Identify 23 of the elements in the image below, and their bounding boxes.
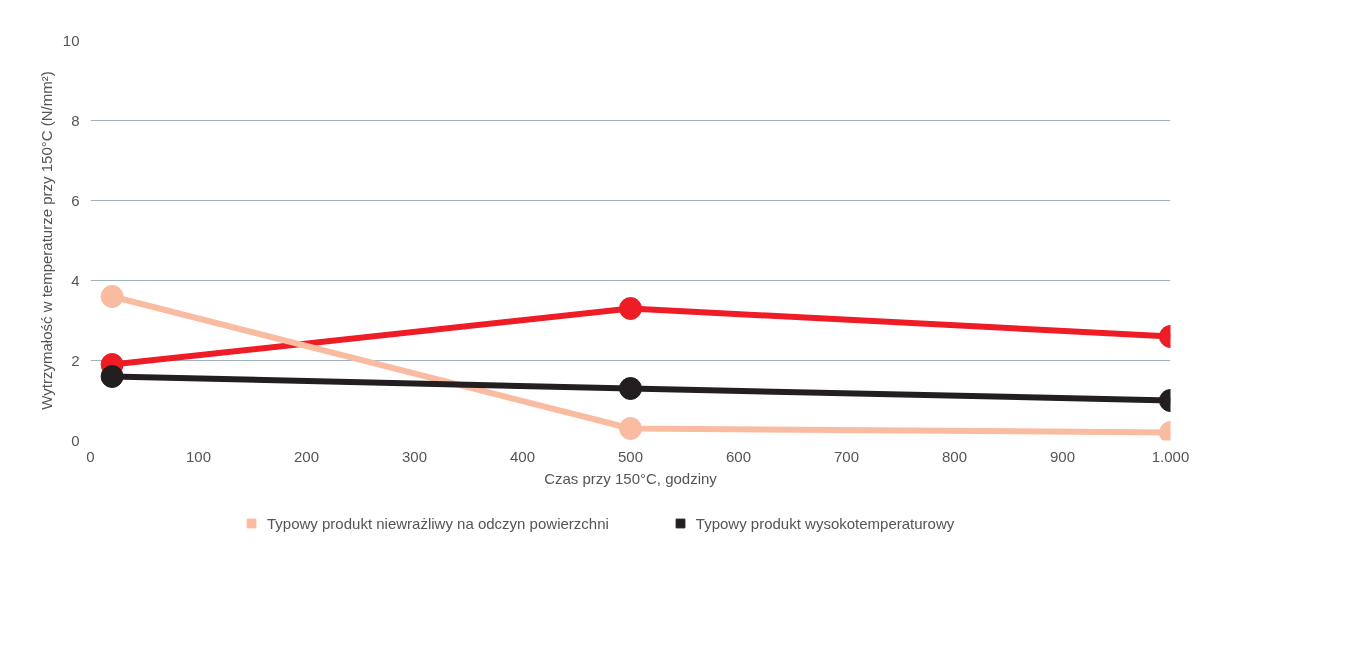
x-axis-title: Czas przy 150°C, godziny <box>544 469 718 487</box>
x-tick-label: 500 <box>617 447 644 465</box>
x-tick-label: 900 <box>1049 447 1076 465</box>
point <box>100 365 124 388</box>
x-tick-label: 1.000 <box>1151 447 1190 465</box>
point <box>100 285 124 308</box>
y-tick-label: 6 <box>71 191 80 209</box>
x-tick-label: 200 <box>293 447 320 465</box>
legend-label: Typowy produkt wysokotemperaturowy <box>695 514 955 532</box>
x-tick-label: 800 <box>941 447 968 465</box>
legend-label: Typowy produkt niewrażliwy na odczyn powierzchni <box>267 514 609 532</box>
y-tick-label: 0 <box>71 431 80 449</box>
y-axis-title: Wytrzymałość w temperaturze przy 150°C (N/mm²) <box>37 71 55 410</box>
x-tick-label: 600 <box>725 447 752 465</box>
y-tick-label: 4 <box>71 271 80 289</box>
x-tick-label: 100 <box>185 447 212 465</box>
x-tick-label: 700 <box>833 447 860 465</box>
y-tick-label: 2 <box>71 351 80 369</box>
y-tick-label: 8 <box>71 111 80 129</box>
y-tick-label: 10 <box>62 31 80 49</box>
x-tick-label: 300 <box>401 447 428 465</box>
x-tick-label: 400 <box>509 447 536 465</box>
x-tick-label: 0 <box>86 447 95 465</box>
